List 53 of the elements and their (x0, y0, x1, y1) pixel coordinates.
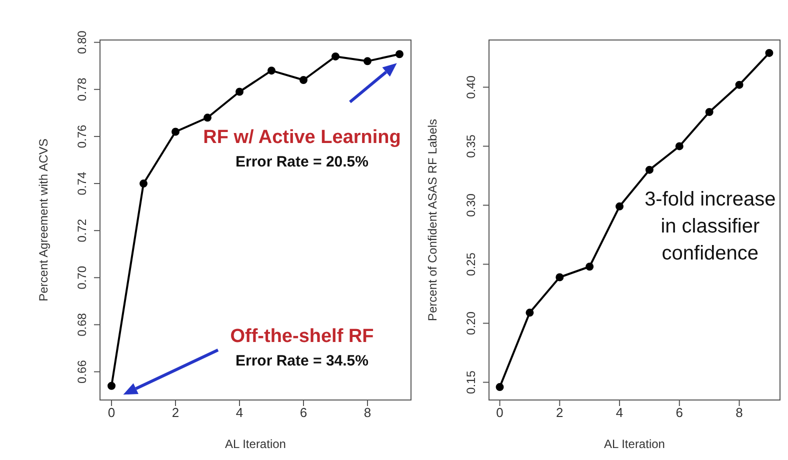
x-tick-label: 4 (236, 405, 244, 420)
point (331, 52, 340, 60)
annotation: 3-fold increase in classifier confidence (644, 188, 777, 267)
point (268, 66, 276, 75)
point (586, 262, 594, 271)
y-axis-title: Percent of Confident ASAS RF Labels (425, 118, 440, 322)
annotation: Error Rate = 20.5% (236, 154, 368, 170)
y-tick-label: 0.20 (464, 311, 478, 335)
point (556, 273, 564, 282)
y-tick-label: 0.70 (75, 266, 89, 290)
point (765, 48, 774, 57)
point (735, 80, 744, 89)
point (616, 202, 624, 210)
x-tick-label: 8 (736, 405, 743, 420)
annotation: Error Rate = 34.5% (236, 352, 368, 370)
x-tick-label: 0 (496, 405, 504, 420)
y-tick-label: 0.30 (464, 193, 478, 217)
y-tick-label: 0.74 (75, 172, 89, 196)
y-tick-label: 0.76 (75, 124, 89, 148)
point (140, 180, 148, 188)
x-tick-label: 6 (300, 405, 308, 420)
point (496, 383, 504, 392)
point (108, 382, 116, 390)
y-tick-label: 0.78 (75, 77, 89, 102)
y-tick-label: 0.15 (464, 370, 478, 394)
y-tick-label: 0.25 (464, 252, 478, 276)
x-tick-label: 4 (616, 405, 624, 420)
point (204, 114, 212, 122)
x-tick-label: 8 (364, 405, 372, 420)
y-tick-label: 0.68 (75, 312, 89, 336)
point (526, 308, 534, 317)
y-tick-label: 0.40 (464, 75, 478, 99)
x-tick-label: 0 (108, 405, 116, 420)
x-axis-title: AL Iteration (225, 437, 286, 451)
point (299, 76, 308, 84)
point (363, 57, 372, 66)
y-axis-title: Percent Agreement with ACVS (36, 138, 50, 302)
point (172, 128, 180, 136)
x-tick-label: 2 (172, 405, 180, 420)
x-axis-title: AL Iteration (604, 437, 665, 451)
point (236, 88, 244, 96)
annotation: Off-the-shelf RF (230, 326, 374, 348)
point (395, 50, 404, 58)
x-tick-label: 6 (676, 405, 684, 420)
annotation: RF w/ Active Learning (203, 127, 401, 149)
y-tick-label: 0.35 (464, 134, 478, 158)
x-tick-label: 2 (556, 405, 564, 420)
point (705, 108, 714, 116)
y-tick-label: 0.72 (75, 218, 89, 242)
point (645, 166, 654, 174)
y-tick-label: 0.66 (75, 360, 89, 384)
point (675, 142, 684, 150)
y-tick-label: 0.80 (75, 30, 89, 54)
